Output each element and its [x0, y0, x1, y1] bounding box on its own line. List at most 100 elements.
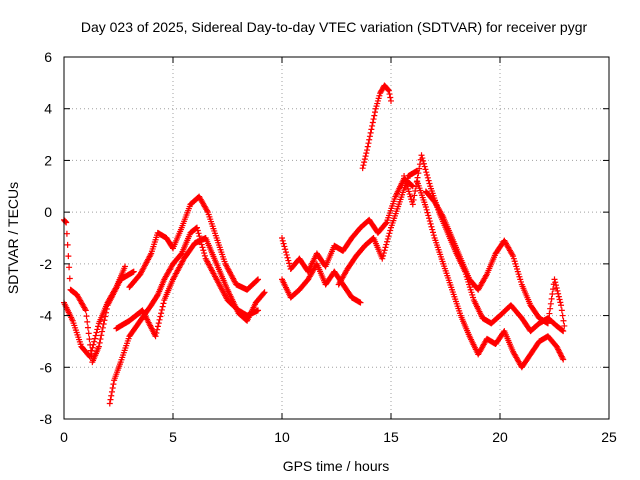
plot-frame — [63, 56, 610, 420]
data-point — [421, 163, 428, 170]
data-point — [371, 112, 378, 119]
data-point — [193, 224, 200, 231]
data-point — [382, 244, 389, 251]
data-point — [63, 230, 70, 237]
data-point — [361, 156, 368, 163]
data-point — [423, 206, 430, 213]
data-point — [88, 347, 95, 354]
data-point — [427, 220, 434, 227]
x-tick-label: 0 — [60, 429, 68, 445]
data-point — [409, 182, 416, 189]
data-point — [107, 396, 114, 403]
data-point — [154, 326, 161, 333]
data-point — [388, 97, 394, 104]
data-point — [426, 215, 433, 222]
data-point — [90, 341, 97, 348]
data-point — [385, 87, 392, 94]
data-point — [93, 329, 100, 336]
data-point — [98, 332, 105, 339]
data-point — [424, 174, 431, 181]
data-point — [430, 232, 437, 239]
data-point — [553, 284, 560, 291]
series-sat-i — [359, 82, 394, 172]
data-point — [152, 333, 159, 340]
y-tick-label: 6 — [44, 49, 52, 65]
data-point — [415, 170, 422, 177]
data-point — [425, 212, 432, 219]
data-point — [364, 147, 371, 154]
data-point — [384, 235, 391, 242]
data-point — [195, 230, 202, 237]
series-sat-f — [279, 175, 416, 275]
data-point — [97, 336, 104, 343]
data-point — [66, 275, 73, 282]
data-point — [157, 313, 164, 320]
data-point — [84, 324, 91, 331]
series-sat-j — [401, 152, 567, 335]
data-point — [544, 320, 551, 327]
x-tick-label: 5 — [169, 429, 177, 445]
y-axis-label: SDTVAR / TECUs — [5, 182, 21, 294]
data-point — [158, 310, 165, 317]
data-point — [426, 180, 433, 187]
data-point — [199, 244, 206, 251]
data-point — [279, 235, 285, 241]
data-point — [100, 321, 107, 328]
data-point — [281, 243, 288, 250]
y-tick-label: -2 — [40, 256, 53, 272]
data-point — [384, 238, 391, 245]
data-point — [260, 290, 267, 297]
data-point — [280, 240, 287, 247]
data-point — [380, 250, 387, 257]
data-point — [545, 315, 552, 322]
data-point — [386, 230, 393, 237]
data-point — [425, 177, 432, 184]
data-point — [357, 299, 364, 306]
data-point — [420, 160, 427, 167]
data-point — [419, 155, 426, 162]
data-point — [255, 276, 262, 283]
series-sat-e — [113, 235, 268, 340]
data-point — [560, 328, 567, 335]
y-tick-label: -8 — [40, 411, 53, 427]
data-point — [82, 307, 89, 314]
data-point — [106, 400, 113, 407]
data-point — [200, 247, 207, 254]
data-point — [153, 329, 160, 336]
data-point — [426, 218, 433, 225]
data-point — [418, 152, 425, 159]
data-point — [430, 229, 437, 236]
data-point — [155, 320, 162, 327]
x-tick-label: 20 — [492, 429, 508, 445]
data-point — [385, 233, 392, 240]
data-point — [362, 153, 369, 160]
data-point — [91, 335, 98, 342]
data-point — [255, 307, 262, 314]
data-point — [554, 287, 561, 294]
data-point — [547, 305, 554, 312]
data-point — [368, 126, 375, 133]
data-point — [561, 322, 568, 329]
data-point — [201, 252, 208, 259]
data-point — [254, 277, 261, 284]
data-point — [366, 136, 373, 143]
x-tick-label: 10 — [274, 429, 290, 445]
data-point — [385, 86, 392, 93]
data-point — [423, 169, 430, 176]
data-point — [409, 201, 416, 208]
data-marks — [61, 82, 568, 407]
data-point — [555, 290, 562, 297]
data-point — [85, 330, 92, 337]
data-point — [282, 246, 289, 253]
data-point — [369, 122, 376, 129]
data-point — [382, 220, 389, 227]
series-sat-b — [61, 263, 129, 360]
data-point — [410, 196, 417, 203]
data-point — [86, 336, 93, 343]
data-point — [560, 356, 567, 363]
data-point — [546, 310, 553, 317]
data-point — [387, 94, 394, 101]
data-point — [99, 328, 106, 335]
data-point — [87, 353, 94, 360]
